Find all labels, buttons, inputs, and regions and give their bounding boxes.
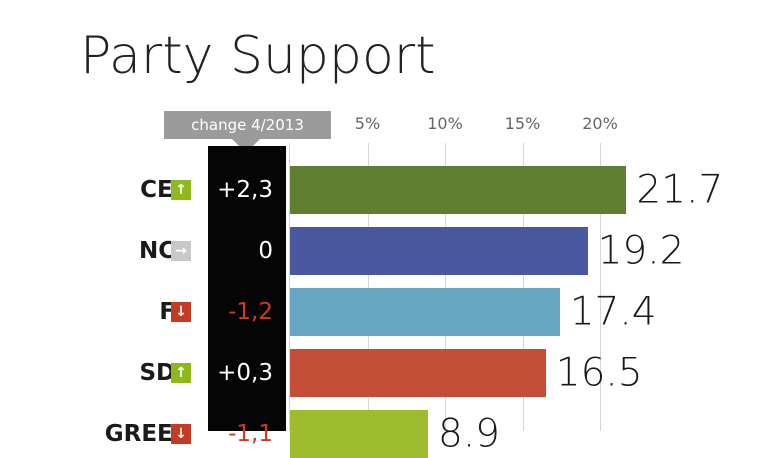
gridline bbox=[367, 143, 369, 431]
gridline bbox=[445, 143, 446, 431]
trend-down-icon: ↓ bbox=[171, 424, 191, 444]
bar bbox=[290, 410, 428, 458]
value-label: 17.4 bbox=[569, 289, 657, 335]
value-label: 8.9 bbox=[437, 411, 500, 457]
value-label: 21.7 bbox=[636, 167, 724, 213]
trend-up-icon: ↑ bbox=[171, 180, 191, 200]
change-value: -1,2 bbox=[228, 299, 273, 325]
gridline bbox=[522, 143, 524, 431]
trend-flat-icon: → bbox=[171, 241, 191, 261]
bar bbox=[290, 166, 627, 214]
x-tick-label: 10% bbox=[427, 114, 463, 133]
gridline bbox=[600, 143, 601, 431]
change-column bbox=[208, 146, 286, 431]
chart-title: Party Support bbox=[80, 26, 436, 86]
bar bbox=[290, 227, 588, 275]
change-value: +0,3 bbox=[217, 360, 273, 386]
x-tick-label: 5% bbox=[354, 114, 381, 133]
value-label: 19.2 bbox=[597, 228, 685, 274]
x-tick-label: 15% bbox=[504, 114, 541, 133]
change-value: 0 bbox=[258, 238, 273, 264]
axis-baseline bbox=[289, 143, 290, 431]
trend-up-icon: ↑ bbox=[171, 363, 191, 383]
x-tick-label: 20% bbox=[582, 114, 618, 133]
bar bbox=[290, 349, 546, 397]
change-header: change 4/2013 bbox=[164, 111, 331, 139]
bar bbox=[290, 288, 560, 336]
change-value: -1,1 bbox=[228, 421, 273, 447]
trend-down-icon: ↓ bbox=[171, 302, 191, 322]
value-label: 16.5 bbox=[555, 350, 643, 396]
change-value: +2,3 bbox=[217, 177, 273, 203]
